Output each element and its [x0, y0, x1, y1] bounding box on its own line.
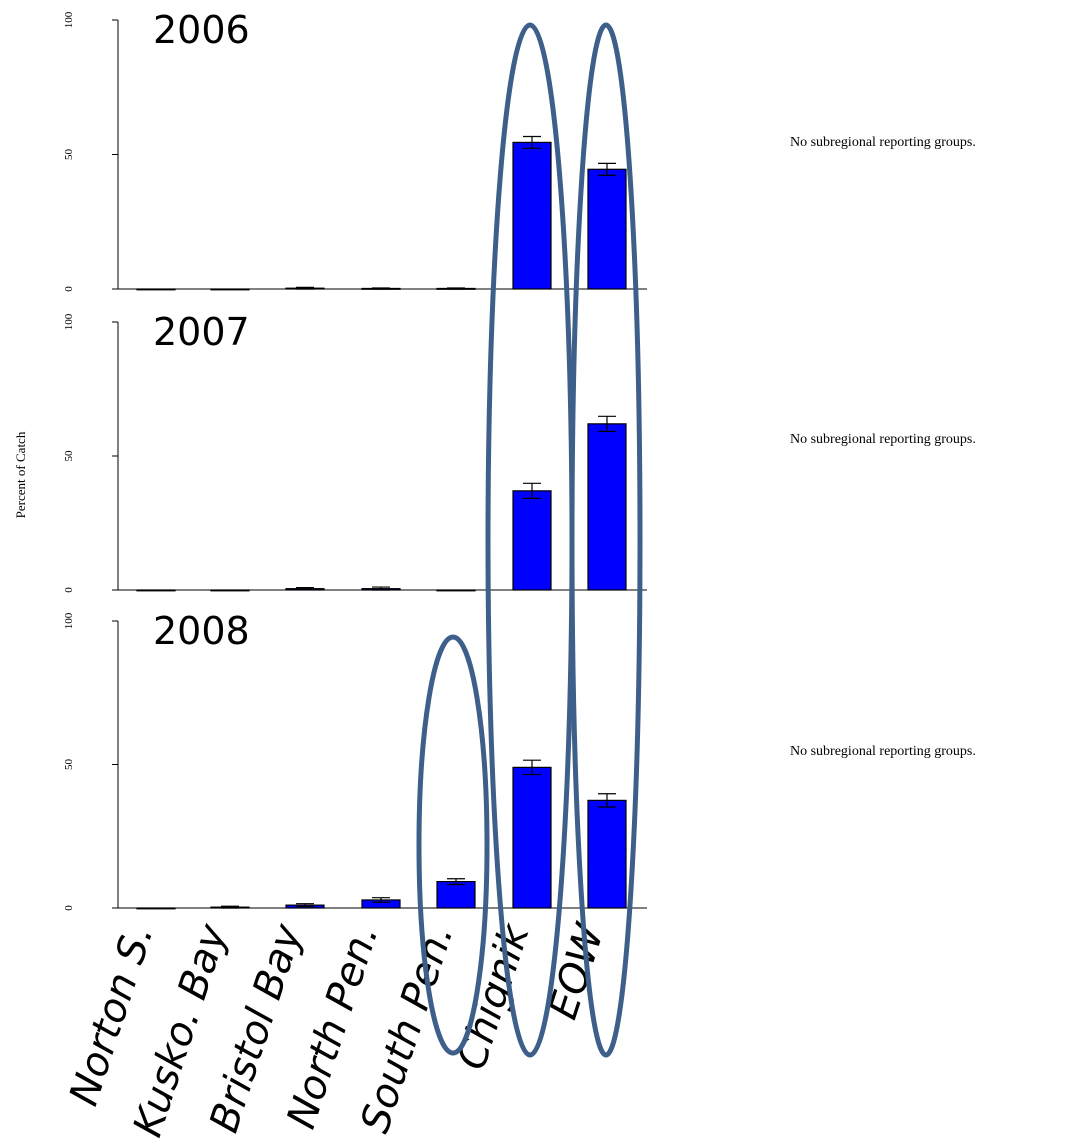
bar-Chignik: [512, 490, 552, 591]
y-tick-label: 50: [63, 149, 75, 161]
panel-note: No subregional reporting groups.: [790, 744, 976, 759]
bar-EOW: [587, 423, 627, 591]
y-tick-label: 0: [63, 905, 75, 911]
y-tick-label: 100: [63, 11, 75, 28]
y-tick-label: 100: [63, 313, 75, 330]
y-tick-label: 50: [63, 450, 75, 462]
panel-2006: 0 50 100 2006 No subregional reporting group…: [63, 8, 976, 292]
bar-Chignik: [512, 766, 552, 909]
highlight-ellipses: [416, 22, 643, 1058]
chart-panels: 0 50 100 2006 No subregional reporting group…: [63, 8, 976, 911]
year-label: 2006: [153, 8, 250, 52]
bar-Kusko. Bay: [210, 589, 250, 592]
bar-EOW: [587, 799, 627, 909]
y-tick-label: 0: [63, 587, 75, 593]
panel-note: No subregional reporting groups.: [790, 135, 976, 150]
highlight-ellipse-eow: [569, 22, 643, 1058]
year-label: 2007: [153, 310, 250, 354]
panel-note: No subregional reporting groups.: [790, 432, 976, 447]
y-tick-label: 100: [63, 612, 75, 629]
bar-South Pen.: [436, 880, 476, 909]
bar-Norton S.: [136, 907, 176, 910]
y-axis-label: Percent of Catch: [13, 431, 28, 518]
bar-Norton S.: [136, 589, 176, 592]
panel-2007: 0 50 100 2007 No subregional reporting group…: [63, 310, 976, 593]
bar-Norton S.: [136, 288, 176, 291]
bar-Chignik: [512, 141, 552, 290]
bar-EOW: [587, 168, 627, 290]
y-tick-label: 0: [63, 286, 75, 292]
y-tick-label: 50: [63, 759, 75, 771]
bar-Kusko. Bay: [210, 288, 250, 291]
bar-South Pen.: [436, 589, 476, 592]
year-label: 2008: [153, 609, 250, 653]
highlight-ellipse-south-pen: [416, 634, 490, 1056]
panel-2008: 0 50 100 2008 No subregional reporting group…: [63, 609, 976, 911]
